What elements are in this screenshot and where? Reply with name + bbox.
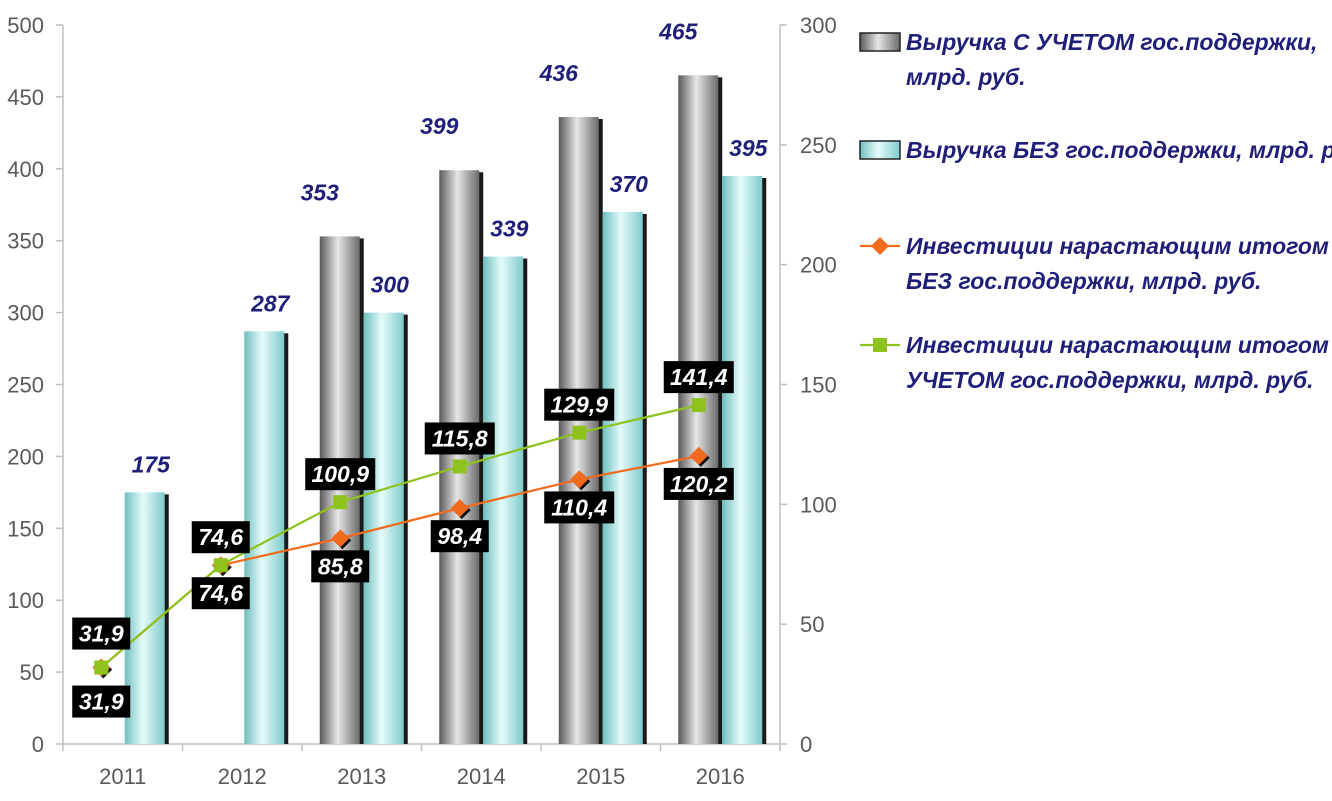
line-label-box: [191, 521, 250, 554]
bar-value-label: 399: [420, 113, 459, 139]
y-right-tick-label: 200: [800, 253, 837, 278]
line-label-box: [544, 388, 615, 421]
bar-value-label: 300: [371, 272, 410, 298]
bar-value-label: 370: [610, 171, 649, 197]
bar: [244, 331, 285, 744]
line-value-label: 31,9: [79, 689, 124, 715]
y-left-tick-label: 300: [7, 301, 44, 326]
bar-value-label: 353: [301, 179, 340, 205]
bar: [602, 211, 643, 744]
diamond-marker: [331, 529, 350, 548]
legend-swatch: [859, 140, 901, 160]
line-label-box: [72, 685, 131, 718]
y-right-tick-label: 150: [800, 373, 837, 398]
line-label-box: [311, 550, 370, 583]
y-right-tick-label: 100: [800, 492, 837, 517]
line-value-label: 120,2: [670, 471, 728, 497]
line-value-label: 141,4: [670, 364, 728, 390]
y-left-tick-label: 100: [7, 588, 44, 613]
bar-value-label: 395: [729, 135, 769, 161]
y-right-tick-label: 0: [800, 732, 812, 757]
y-left-tick-label: 450: [7, 85, 44, 110]
bar-value-label: 436: [539, 60, 579, 86]
x-tick-label: 2016: [696, 764, 745, 789]
square-marker: [691, 398, 706, 413]
bar-value-label: 175: [132, 451, 172, 477]
line-value-label: 74,6: [198, 580, 243, 606]
legend-label: Инвестиции нарастающим итогом: [906, 233, 1329, 259]
square-marker: [94, 660, 109, 675]
line-label-box: [424, 422, 495, 455]
bar: [319, 236, 360, 745]
y-left-tick-label: 0: [32, 732, 44, 757]
legend-label: Выручка С УЧЕТОМ гос.поддержки,: [906, 29, 1317, 55]
square-marker: [333, 495, 348, 510]
line-label-box: [430, 520, 489, 553]
x-tick-label: 2013: [337, 764, 386, 789]
line-value-label: 74,6: [198, 524, 243, 550]
bar-value-label: 339: [490, 216, 529, 242]
y-left-tick-label: 200: [7, 444, 44, 469]
y-right-tick-label: 50: [800, 612, 824, 637]
line-value-label: 100,9: [311, 461, 369, 487]
line-value-label: 31,9: [79, 621, 124, 647]
line-label-box: [544, 491, 615, 524]
y-right-tick-label: 250: [800, 133, 837, 158]
bar-value-label: 465: [658, 18, 699, 44]
square-marker: [213, 558, 228, 573]
legend-diamond-marker: [871, 237, 889, 255]
legend: Выручка С УЧЕТОМ гос.поддержки, млрд. руб…: [859, 29, 1332, 393]
line-value-label: 115,8: [432, 425, 488, 451]
x-tick-label: 2011: [99, 764, 146, 789]
line-value-label: 98,4: [437, 523, 482, 549]
y-left-tick-label: 150: [7, 516, 44, 541]
line-value-label: 110,4: [551, 494, 607, 520]
bar-value-label: 287: [250, 290, 291, 316]
bar: [439, 170, 480, 744]
line-value-label: 85,8: [318, 553, 363, 579]
line-label-box: [663, 361, 734, 394]
diamond-marker: [689, 446, 708, 465]
legend-swatch: [859, 32, 901, 52]
legend-label: Инвестиции нарастающим итогом С: [906, 332, 1332, 358]
legend-label: БЕЗ гос.поддержки, млрд. руб.: [906, 268, 1261, 294]
square-marker: [572, 425, 587, 440]
legend-square-marker: [873, 338, 887, 352]
y-right-tick-label: 300: [800, 13, 837, 38]
square-marker: [452, 459, 467, 474]
diamond-marker: [570, 470, 589, 489]
bars: [124, 75, 767, 745]
x-tick-label: 2014: [457, 764, 506, 789]
data-labels: 353 399 436 465 175 287 300 339 370 395 31,9 74,6 85…: [72, 18, 769, 718]
axes: 0 50 100 150 200 250 300 350 400 450 500 0 50 100 150 2…: [7, 13, 836, 789]
y-left-tick-label: 50: [20, 660, 44, 685]
y-left-tick-label: 400: [7, 157, 44, 182]
legend-label: млрд. руб.: [906, 64, 1026, 90]
legend-label: Выручка БЕЗ гос.поддержки, млрд. руб.: [906, 137, 1332, 163]
y-left-tick-label: 350: [7, 229, 44, 254]
line-label-box: [72, 617, 131, 650]
x-tick-label: 2012: [218, 764, 267, 789]
line-label-box: [305, 458, 376, 491]
x-tick-label: 2015: [576, 764, 625, 789]
bar: [722, 175, 763, 745]
line-value-label: 129,9: [550, 392, 608, 418]
y-left-tick-label: 500: [7, 13, 44, 38]
y-left-tick-label: 250: [7, 373, 44, 398]
line-label-box: [191, 577, 250, 610]
line-label-box: [663, 467, 734, 500]
diamond-marker: [450, 499, 469, 518]
legend-label: УЧЕТОМ гос.поддержки, млрд. руб.: [906, 367, 1313, 393]
